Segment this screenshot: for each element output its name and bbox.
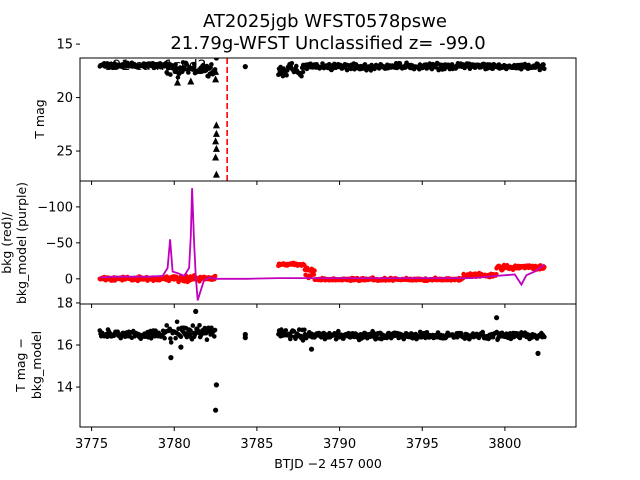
bkg-point (212, 273, 218, 279)
data-point (300, 338, 306, 343)
data-point (308, 346, 315, 352)
y-tick-label: 18 (56, 296, 73, 311)
y-tick-label: 25 (56, 145, 73, 160)
panel-bkg-data (97, 188, 547, 301)
data-point (535, 350, 541, 356)
data-point (168, 72, 173, 77)
panel-bkg-frame (79, 180, 577, 305)
data-point (494, 315, 500, 321)
plot-area: 15 20 25 0 −50 −100 14 16 18 3775 3780 3785 3790 3795… (37, 38, 577, 452)
x-tick-label: 3775 (75, 437, 108, 452)
mag-panel-ylabel: T mag (32, 99, 47, 139)
upper-limit-marker (212, 75, 220, 83)
panel-mag-frame (79, 57, 577, 182)
x-axis-label: BTJD −2 457 000 (274, 456, 382, 471)
data-point (213, 407, 219, 413)
data-point (299, 73, 304, 79)
data-point (197, 323, 202, 328)
data-point (168, 340, 174, 345)
data-point (209, 325, 214, 331)
data-point (289, 61, 295, 66)
upper-limit-marker (187, 77, 195, 85)
upper-limit-marker (212, 121, 220, 129)
data-point (336, 328, 341, 334)
x-tick-label: 3795 (406, 437, 439, 452)
panel-mag-data (97, 58, 547, 181)
data-point (542, 66, 547, 72)
x-tick-label: 3790 (323, 437, 356, 452)
data-point (178, 334, 184, 340)
data-point (542, 334, 547, 340)
data-point (213, 58, 219, 61)
panel-diff-frame (79, 303, 577, 428)
upper-limit-marker (212, 153, 220, 161)
y-tick-label: 16 (56, 339, 73, 354)
y-tick-label: −50 (46, 236, 73, 251)
bkg-point (311, 272, 317, 277)
bkg-panel-ylabel-line-2: bkg_model (purple) (14, 182, 29, 304)
bkg-point (303, 272, 308, 278)
upper-limit-marker (212, 170, 220, 178)
data-point (242, 64, 248, 70)
diff-panel-ylabel-line-1: T mag − (13, 338, 28, 393)
data-point (294, 63, 299, 69)
diff-panel-ylabel-line-2: bkg_model (29, 331, 44, 399)
data-point (162, 335, 167, 341)
x-tick-label: 3800 (488, 437, 521, 452)
data-point (168, 336, 173, 341)
chart-title-line-1: AT2025jgb WFST0578pswe (203, 11, 447, 32)
upper-limit-marker (212, 144, 220, 152)
data-point (300, 69, 306, 75)
data-point (504, 331, 509, 337)
data-point (344, 67, 350, 73)
data-point (164, 323, 169, 328)
data-point (191, 65, 196, 70)
data-point (209, 62, 214, 67)
bkg-model-line (99, 188, 546, 301)
bkg-point (312, 268, 317, 273)
data-point (212, 334, 217, 339)
data-point (174, 319, 180, 325)
data-point (288, 333, 294, 339)
data-point (105, 334, 110, 340)
chart-title-line-2: 21.79g-WFST Unclassified z= -99.0 (170, 33, 485, 54)
data-point (285, 68, 290, 73)
data-point (213, 382, 219, 388)
data-point (283, 328, 289, 333)
data-point (174, 65, 179, 71)
data-point (284, 73, 289, 78)
data-point (184, 62, 190, 67)
data-point (173, 335, 178, 341)
upper-limit-marker (212, 137, 220, 145)
y-tick-label: 14 (56, 381, 73, 396)
data-point (212, 327, 218, 333)
upper-limit-marker (174, 78, 181, 86)
data-point (178, 344, 184, 350)
data-point (242, 335, 248, 341)
y-tick-label: −100 (37, 200, 73, 215)
y-tick-label: 20 (56, 91, 73, 106)
data-point (302, 327, 307, 333)
x-tick-label: 3780 (158, 437, 191, 452)
y-tick-label: 15 (56, 38, 73, 53)
data-point (168, 355, 174, 361)
data-point (193, 308, 199, 314)
sector-camera-annotation: s91 cam1ccd2 (105, 58, 207, 74)
x-tick-label: 3785 (240, 437, 273, 452)
data-point (190, 323, 196, 328)
y-tick-label: 0 (65, 272, 73, 287)
data-point (173, 62, 178, 67)
upper-limit-marker (212, 129, 220, 137)
panel-diff-data (97, 308, 547, 413)
data-point (541, 62, 546, 67)
data-point (175, 75, 181, 80)
data-point (204, 337, 210, 343)
bkg-panel-ylabel-line-1: bkg (red)/ (0, 211, 14, 273)
data-point (191, 61, 197, 67)
data-point (200, 62, 206, 68)
upper-limit-marker (212, 67, 220, 75)
